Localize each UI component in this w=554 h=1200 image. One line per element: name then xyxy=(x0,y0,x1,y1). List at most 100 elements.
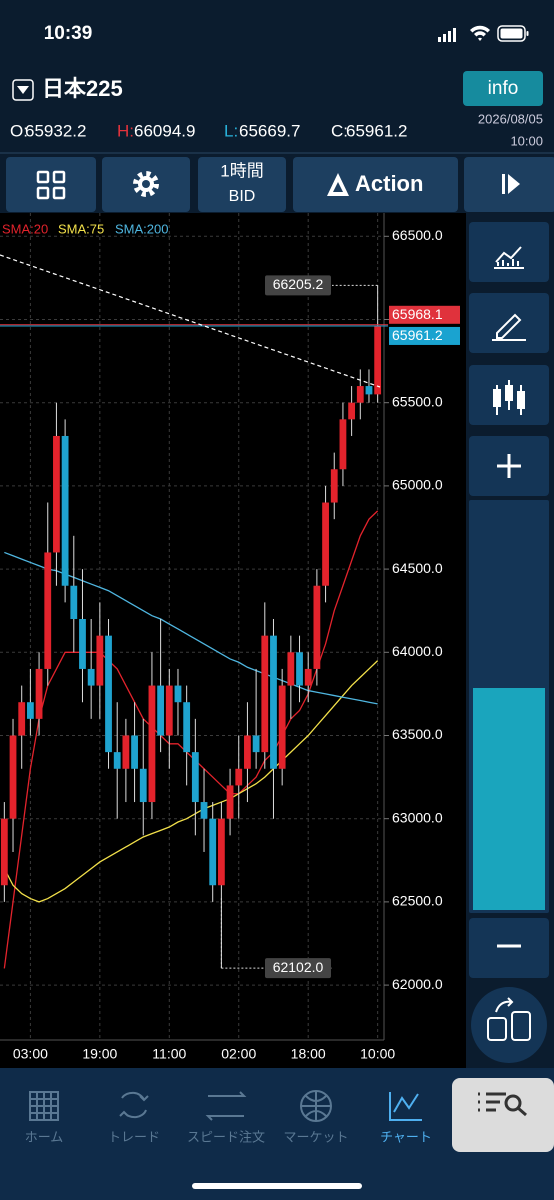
legend-entry: SMA:20 xyxy=(2,221,48,236)
layout-icon xyxy=(36,170,66,200)
candle-body xyxy=(339,419,347,470)
nav-label[interactable]: ホーム xyxy=(25,1129,64,1144)
x-tick-label: 19:00 xyxy=(82,1046,117,1062)
status-time: 10:39 xyxy=(44,23,93,44)
x-tick-label: 10:00 xyxy=(360,1046,395,1062)
y-tick-label: 65000.0 xyxy=(392,477,443,493)
candle-body xyxy=(53,435,60,553)
info-label[interactable]: info xyxy=(488,78,519,99)
candle-body xyxy=(191,752,199,803)
nav-label[interactable]: チャート xyxy=(380,1129,432,1144)
y-tick-label: 63500.0 xyxy=(392,726,443,742)
y-tick-label: 63000.0 xyxy=(392,809,443,825)
sma-line xyxy=(3,660,379,903)
nav-label[interactable]: マーケット xyxy=(283,1129,348,1144)
ohlc-label: H: xyxy=(117,121,134,140)
price-label-box xyxy=(389,305,460,324)
zoom-thumb[interactable] xyxy=(473,688,545,910)
y-tick-label: 62000.0 xyxy=(392,976,443,992)
action-label: Action xyxy=(355,171,423,196)
candle-body xyxy=(356,386,364,403)
info-button[interactable] xyxy=(463,71,543,106)
ohlc-value: 65961.2 xyxy=(346,121,407,140)
status-icons xyxy=(438,25,529,42)
symbol-title[interactable]: 日本225 xyxy=(42,76,123,101)
timeframe-label: 1時間 xyxy=(220,161,263,180)
price-label: 65961.2 xyxy=(392,327,443,343)
y-tick-label: 62500.0 xyxy=(392,893,443,909)
ohlc-value: 66094.9 xyxy=(134,121,195,140)
nav-icons xyxy=(29,1090,332,1122)
price-label: 65968.1 xyxy=(392,306,443,322)
marker-box xyxy=(265,275,331,296)
draw-button[interactable] xyxy=(469,293,549,353)
toolbar xyxy=(6,157,554,212)
legend-entry: SMA:75 xyxy=(58,221,104,236)
candle-body xyxy=(44,552,52,669)
price-type-label: BID xyxy=(229,188,256,205)
candle-body xyxy=(330,469,338,503)
y-tick-label: 64500.0 xyxy=(392,560,443,576)
legend-entry: SMA:200 xyxy=(115,221,168,236)
x-tick-label: 18:00 xyxy=(291,1046,326,1062)
candle-body xyxy=(26,702,34,719)
symbol-list-button[interactable] xyxy=(452,1078,554,1152)
chart-area xyxy=(0,213,466,1068)
timeframe-button[interactable] xyxy=(198,157,286,212)
ohlc-label: L: xyxy=(224,121,238,140)
dropdown-icon[interactable] xyxy=(12,79,34,101)
marker-box xyxy=(265,958,331,979)
x-tick-label: 11:00 xyxy=(152,1046,186,1062)
zoom-out-button[interactable] xyxy=(469,918,549,978)
nav-label[interactable]: トレード xyxy=(108,1129,160,1144)
rotate-button[interactable] xyxy=(471,987,547,1063)
indicator-button[interactable] xyxy=(469,222,549,282)
candle-body xyxy=(148,685,156,803)
candle-body xyxy=(113,752,121,769)
candle-body xyxy=(105,635,112,753)
candle-body xyxy=(183,702,191,753)
ohlc-value: 65932.2 xyxy=(25,121,86,140)
sidebar xyxy=(469,222,549,1063)
candle-body xyxy=(235,768,243,786)
candle-body xyxy=(226,785,234,819)
candle-body xyxy=(374,325,382,395)
play-icon xyxy=(502,174,520,194)
y-tick-label: 66500.0 xyxy=(392,227,443,243)
price-label-box xyxy=(389,326,460,345)
candle-body xyxy=(79,619,86,669)
candle-body xyxy=(348,402,356,420)
layout-button[interactable] xyxy=(6,157,96,212)
candle-body xyxy=(217,818,225,886)
candle-body xyxy=(270,635,277,769)
bar-date: 2026/08/05 xyxy=(478,111,543,126)
candle-body xyxy=(157,685,165,736)
candle-body xyxy=(70,585,78,620)
chart-nav-icon xyxy=(389,1092,422,1121)
dropdown-arrow xyxy=(17,86,29,94)
sma-line xyxy=(3,510,379,969)
bar-time: 10:00 xyxy=(510,133,543,148)
ohlc-label: C: xyxy=(331,121,348,140)
candle-body xyxy=(9,735,17,819)
candle-body xyxy=(209,818,217,886)
gear-icon xyxy=(133,171,159,197)
candle-body xyxy=(0,818,8,886)
ohlc-row: O:65932.2 H: 66094.9 L: 65669.7 C:65961.2 xyxy=(10,121,407,140)
candle-body xyxy=(296,652,303,686)
candle-body xyxy=(131,735,138,769)
action-button[interactable] xyxy=(293,157,458,212)
marker-label: 62102.0 xyxy=(273,959,324,975)
candle-body xyxy=(122,735,130,769)
candle-body xyxy=(244,735,251,769)
candle-body xyxy=(278,685,286,769)
candle-body xyxy=(165,685,173,736)
candle-body xyxy=(174,685,182,703)
nav-label[interactable]: スピード注文 xyxy=(187,1129,265,1144)
candle-body xyxy=(35,668,43,719)
candle-body xyxy=(200,802,208,819)
sidebar-icons xyxy=(487,246,531,1041)
candle-body xyxy=(313,585,321,669)
candle-body xyxy=(287,652,295,686)
candle-body xyxy=(322,502,329,586)
